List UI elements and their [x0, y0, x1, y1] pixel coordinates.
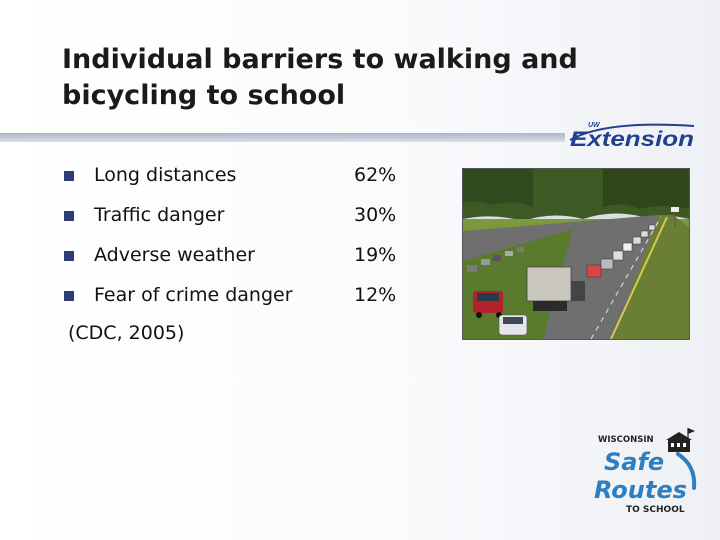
barrier-percent: 12%	[354, 284, 397, 306]
list-item: Traffic danger 30%	[62, 200, 442, 240]
barrier-percent: 30%	[354, 204, 397, 226]
title-divider	[0, 133, 565, 142]
uw-extension-prefix: UW	[588, 122, 601, 129]
barrier-label: Fear of crime danger	[94, 284, 293, 306]
square-bullet-icon	[64, 211, 74, 221]
traffic-photo	[462, 168, 690, 340]
srts-line1: Safe	[604, 448, 664, 476]
uw-extension-wordmark: Extension	[570, 128, 694, 151]
barrier-label: Long distances	[94, 164, 237, 186]
wisconsin-safe-routes-logo: WISCONSIN Safe Routes TO SCHOOL	[594, 428, 697, 515]
srts-line3: TO SCHOOL	[626, 505, 685, 515]
square-bullet-icon	[64, 291, 74, 301]
list-item: Long distances 62%	[62, 160, 442, 200]
slide-title: Individual barriers to walking and bicyc…	[62, 44, 578, 111]
square-bullet-icon	[64, 251, 74, 261]
barrier-list: Long distances 62% Traffic danger 30% Ad…	[62, 160, 442, 320]
barrier-label: Traffic danger	[94, 204, 225, 226]
uw-extension-logo: UW Extension	[569, 122, 695, 151]
list-item: Fear of crime danger 12%	[62, 280, 442, 320]
square-bullet-icon	[64, 171, 74, 181]
list-item: Adverse weather 19%	[62, 240, 442, 280]
barrier-percent: 62%	[354, 164, 397, 186]
srts-line2: Routes	[594, 476, 687, 504]
srts-state-label: WISCONSIN	[598, 435, 654, 445]
source-citation: (CDC, 2005)	[68, 322, 185, 344]
barrier-label: Adverse weather	[94, 244, 255, 266]
school-icon	[666, 428, 695, 452]
barrier-percent: 19%	[354, 244, 397, 266]
